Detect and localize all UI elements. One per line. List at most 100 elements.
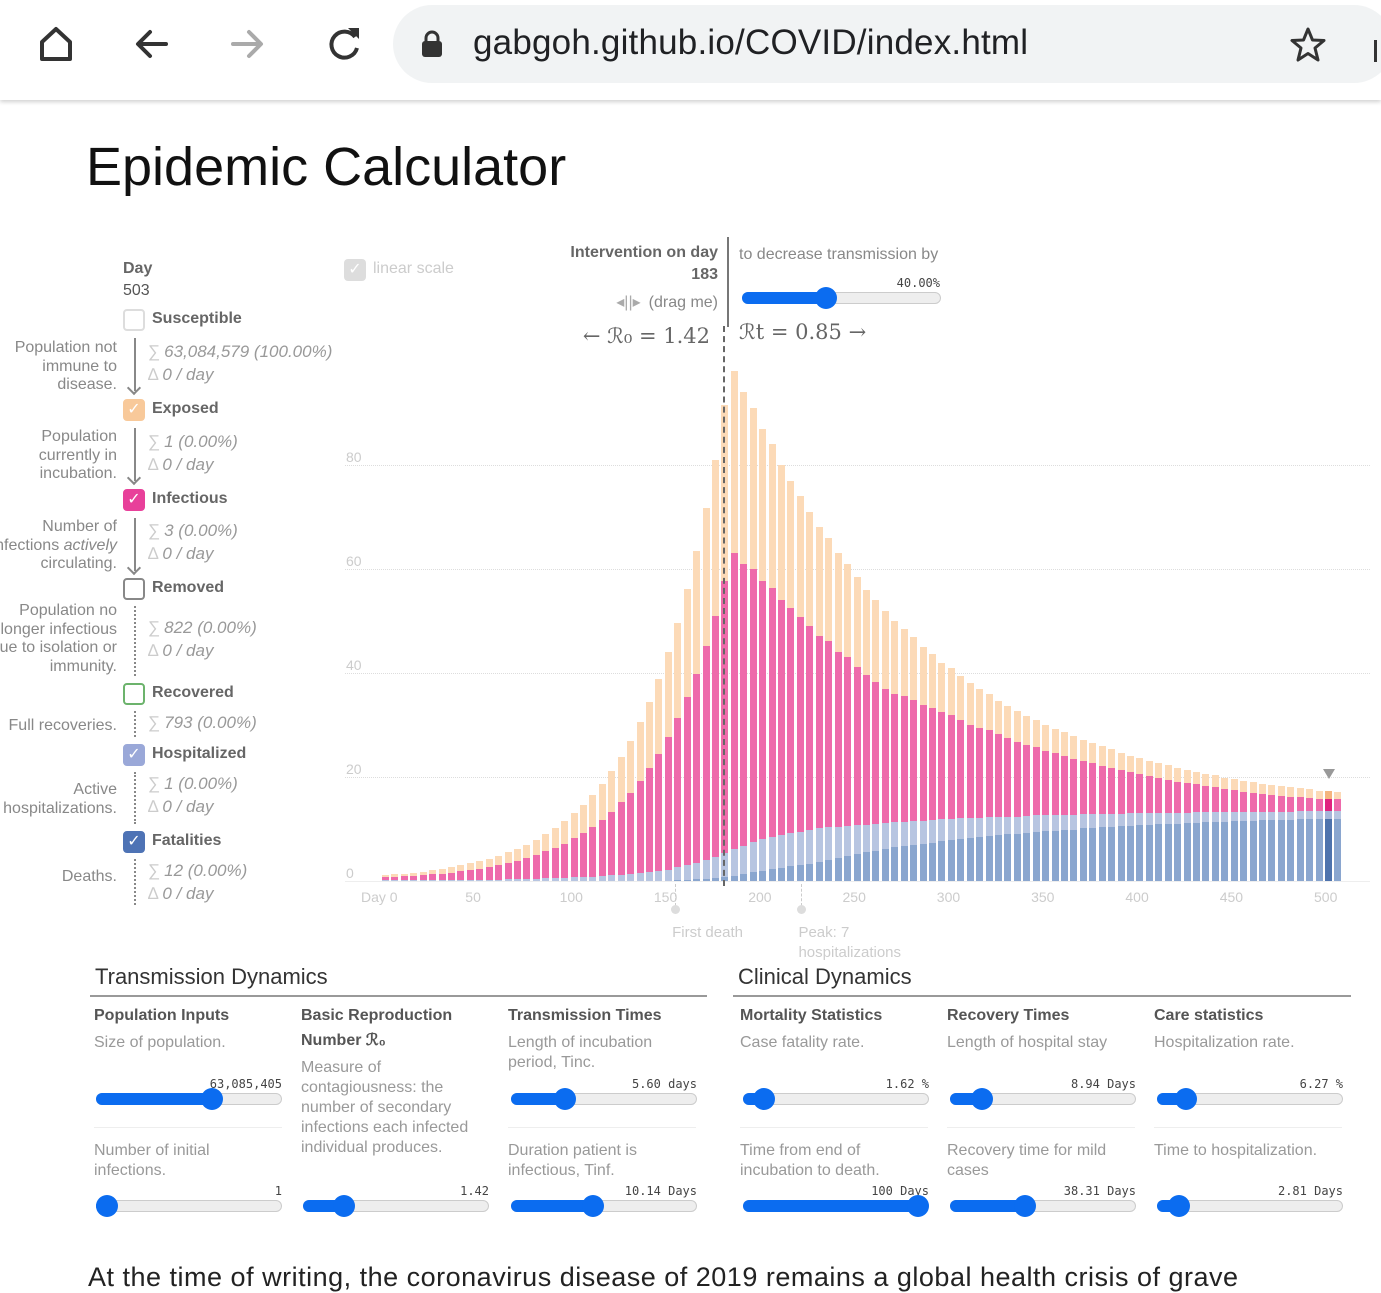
bar-infectious	[1079, 760, 1087, 815]
bar-hospitalized	[1277, 811, 1285, 820]
address-bar[interactable]: gabgoh.github.io/COVID/index.html	[393, 5, 1381, 83]
hospital-stay-slider[interactable]: 8.94 Days	[950, 1077, 1138, 1117]
hospitalization-rate-slider[interactable]: 6.27 %	[1157, 1077, 1345, 1117]
bar-infectious	[778, 600, 786, 836]
bar-hospitalized	[919, 820, 927, 844]
bar-hospitalized	[570, 877, 578, 881]
bar-infectious	[1268, 795, 1276, 812]
bar-infectious	[1174, 781, 1182, 813]
divider	[740, 1127, 928, 1128]
bar-exposed	[382, 875, 389, 878]
star-icon[interactable]	[1288, 25, 1328, 65]
susceptible-label: Susceptible	[152, 310, 242, 327]
slider-description: Length of hospital stay	[947, 1034, 1108, 1051]
bar-hospitalized	[561, 877, 569, 881]
bar-hospitalized	[1004, 816, 1012, 835]
x-tick-label: 450	[1219, 889, 1244, 905]
bar-hospitalized	[1079, 814, 1087, 829]
bar-fatalities	[1155, 824, 1163, 881]
intervention-handle[interactable]	[727, 237, 729, 327]
bar-hospitalized	[589, 876, 597, 881]
bar-exposed	[466, 863, 474, 871]
bar-hospitalized	[438, 880, 446, 881]
recovered-checkbox[interactable]	[123, 683, 145, 705]
time-to-death-slider[interactable]: 100 Days	[743, 1184, 931, 1224]
bar-fatalities	[1164, 824, 1172, 881]
forward-icon[interactable]	[225, 22, 269, 66]
bar-hospitalized	[994, 817, 1002, 836]
flow-arrow	[134, 518, 136, 571]
fatality-rate-slider[interactable]: 1.62 %	[743, 1077, 931, 1117]
bar-infectious	[1306, 798, 1314, 812]
bar-exposed	[1070, 736, 1078, 759]
bar-infectious	[910, 699, 918, 822]
infectious-checkbox[interactable]: ✓	[123, 489, 145, 511]
incubation-slider[interactable]: 5.60 days	[511, 1077, 699, 1117]
day-value: 503	[123, 282, 150, 299]
linear-scale-label: linear scale	[373, 260, 454, 277]
bar-fatalities	[900, 845, 908, 881]
bar-fatalities	[815, 861, 823, 881]
time-to-hospitalization-slider[interactable]: 2.81 Days	[1157, 1184, 1345, 1224]
bar-hospitalized	[1032, 815, 1040, 833]
bar-infectious	[1004, 738, 1012, 817]
bar-infectious	[1230, 790, 1238, 813]
gridline	[345, 465, 1370, 466]
r0-slider[interactable]: 1.42	[303, 1184, 491, 1224]
url-text[interactable]: gabgoh.github.io/COVID/index.html	[473, 23, 1029, 62]
y-tick-label: 0	[346, 865, 354, 881]
menu-icon[interactable]	[1374, 40, 1381, 62]
bar-fatalities	[1042, 831, 1050, 881]
bar-exposed	[1334, 791, 1342, 800]
bar-fatalities	[1013, 833, 1021, 881]
bar-exposed	[1051, 728, 1059, 754]
linear-scale-checkbox[interactable]: ✓	[344, 259, 366, 281]
bar-hospitalized	[730, 848, 738, 876]
bar-infectious	[561, 843, 569, 878]
susceptible-checkbox[interactable]	[123, 309, 145, 331]
hospitalized-stats: ∑ 1 (0.00%) ∆ 0 / day	[148, 774, 238, 816]
mild-recovery-slider[interactable]: 38.31 Days	[950, 1184, 1138, 1224]
home-icon[interactable]	[34, 22, 78, 66]
bar-exposed	[617, 756, 625, 803]
bar-hospitalized	[1155, 812, 1163, 825]
bar-exposed	[806, 511, 814, 627]
lock-icon	[422, 30, 442, 57]
back-icon[interactable]	[130, 22, 174, 66]
initial-infections-slider[interactable]: 1	[96, 1184, 284, 1224]
bar-hospitalized	[1060, 814, 1068, 831]
page-title: Epidemic Calculator	[86, 137, 567, 197]
bar-infectious	[1051, 753, 1059, 815]
bar-hospitalized	[391, 880, 399, 881]
bar-fatalities	[976, 837, 984, 881]
fatalities-checkbox[interactable]: ✓	[123, 831, 145, 853]
population-size-slider[interactable]: 63,085,405	[96, 1077, 284, 1117]
bar-hospitalized	[806, 830, 814, 864]
bar-hospitalized	[514, 879, 522, 881]
exposed-checkbox[interactable]: ✓	[123, 399, 145, 421]
bar-exposed	[1240, 780, 1248, 792]
bar-infectious	[1164, 779, 1172, 814]
bar-exposed	[636, 722, 644, 782]
drag-handle[interactable]: ◂||▸ (drag me)	[616, 294, 718, 311]
removed-description: Population no longer infectious due to iso…	[0, 602, 117, 675]
bar-infectious	[1089, 763, 1097, 815]
bar-fatalities	[1211, 822, 1219, 881]
bar-fatalities	[1145, 824, 1153, 881]
bar-infectious	[1277, 795, 1285, 812]
infectious-duration-slider[interactable]: 10.14 Days	[511, 1184, 699, 1224]
removed-checkbox[interactable]	[123, 578, 145, 600]
reload-icon[interactable]	[322, 22, 366, 66]
transmission-decrease-slider[interactable]: 40.00%	[742, 276, 942, 316]
bar-hospitalized	[872, 824, 880, 851]
bar-hospitalized	[693, 862, 701, 880]
bar-fatalities	[702, 878, 710, 881]
hospitalized-checkbox[interactable]: ✓	[123, 744, 145, 766]
bar-exposed	[429, 870, 437, 875]
bar-exposed	[702, 508, 710, 646]
bar-exposed	[655, 678, 663, 754]
bar-infectious	[400, 876, 408, 881]
bar-exposed	[683, 589, 691, 698]
bar-exposed	[1249, 782, 1257, 793]
bar-infectious	[438, 873, 446, 881]
